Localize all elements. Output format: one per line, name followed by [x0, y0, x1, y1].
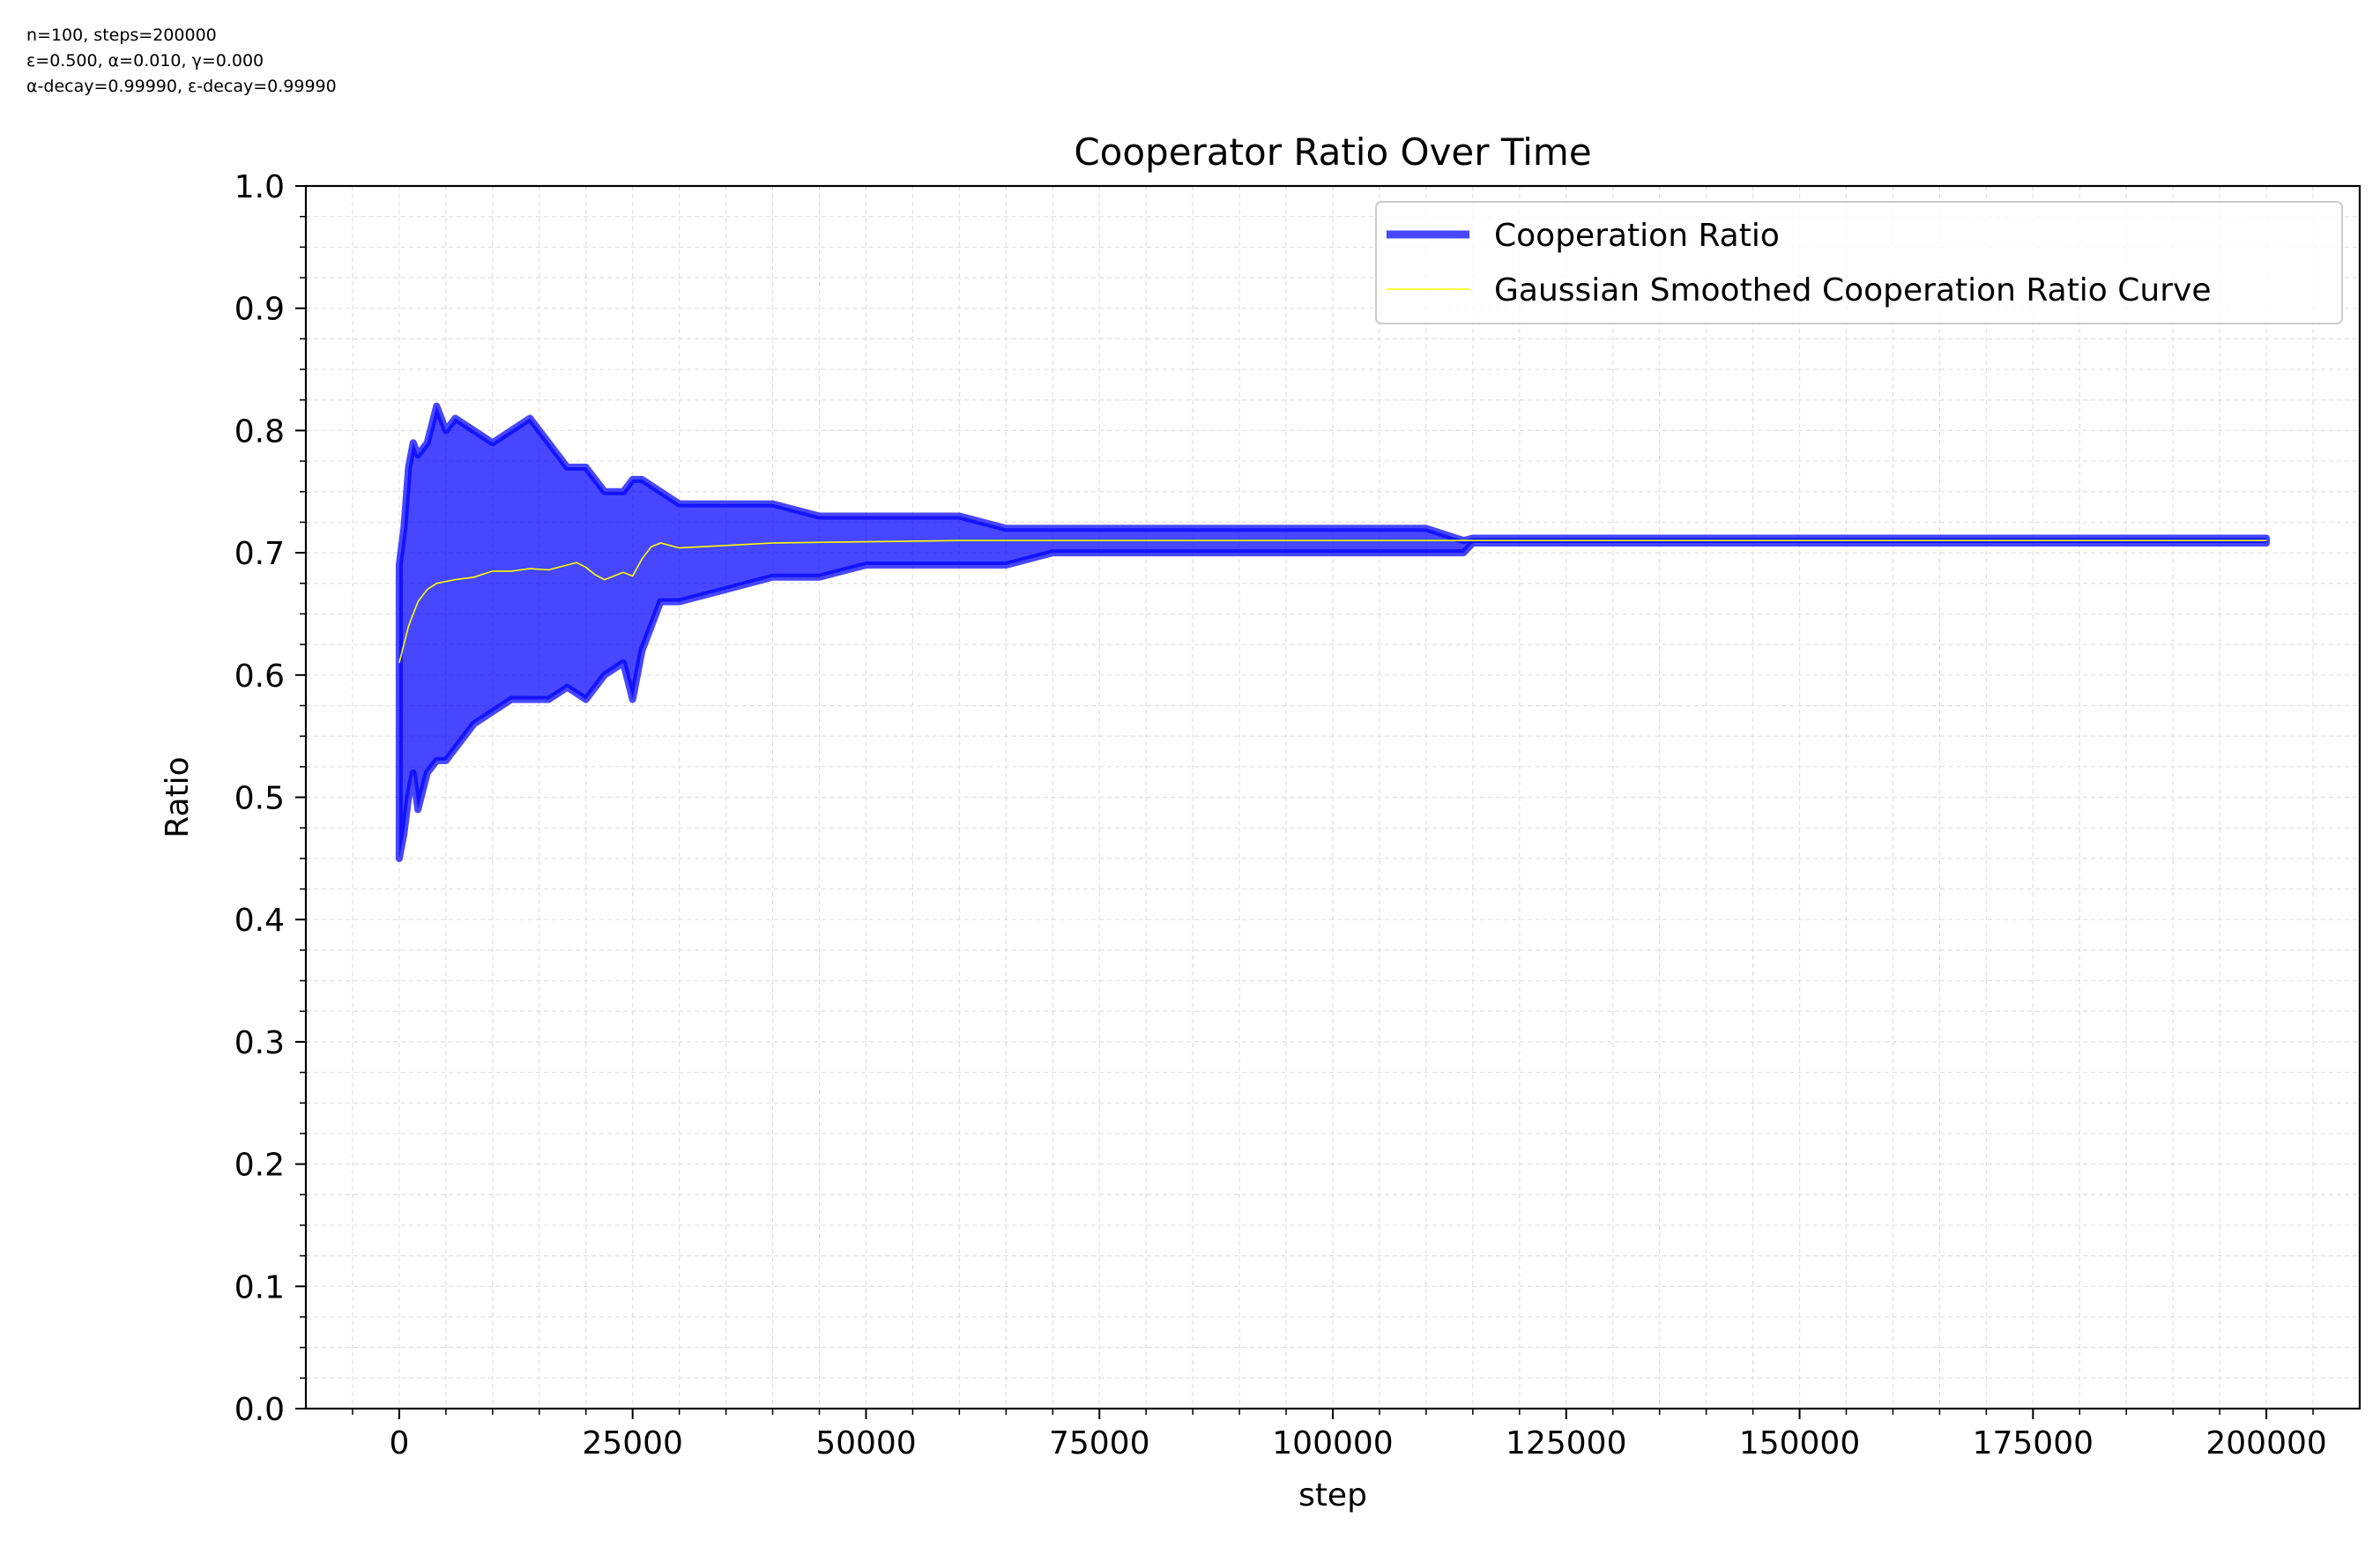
y-tick-label: 0.4: [234, 903, 285, 939]
y-tick-label: 0.9: [234, 292, 285, 328]
info-line-2: ε=0.500, α=0.010, γ=0.000: [26, 51, 264, 71]
info-line-1: n=100, steps=200000: [26, 26, 217, 45]
y-tick-label: 0.5: [234, 781, 285, 817]
legend-box: [1375, 201, 2343, 324]
plot-data: [395, 402, 2271, 862]
x-tick-label: 200000: [2205, 1425, 2326, 1461]
y-tick-label: 0.6: [234, 658, 285, 695]
run-parameters: n=100, steps=200000 ε=0.500, α=0.010, γ=…: [26, 23, 337, 100]
series-gaussian-smoothed: [398, 539, 2267, 664]
y-tick-label: 0.7: [234, 536, 285, 572]
y-axis-label: Ratio: [160, 756, 196, 837]
y-tick-label: 0.8: [234, 413, 285, 450]
axis-ticks: 0 25000 50000 75000 100000 125000 150000 175000…: [234, 169, 2327, 1461]
grid: [306, 186, 2360, 1409]
x-tick-label: 50000: [815, 1425, 917, 1461]
x-axis-label: step: [1298, 1477, 1367, 1514]
y-tick-label: 0.2: [234, 1148, 285, 1184]
x-tick-label: 150000: [1739, 1425, 1860, 1461]
y-tick-label: 0.3: [234, 1025, 285, 1061]
chart-title: Cooperator Ratio Over Time: [1074, 130, 1591, 174]
x-tick-label: 100000: [1272, 1425, 1393, 1461]
x-tick-label: 0: [389, 1425, 409, 1461]
x-tick-label: 125000: [1506, 1425, 1626, 1461]
legend-label-smoothed-curve: Gaussian Smoothed Cooperation Ratio Curv…: [1494, 272, 2211, 309]
x-tick-label: 75000: [1049, 1425, 1150, 1461]
info-line-3: α-decay=0.99990, ε-decay=0.99990: [26, 77, 337, 96]
x-tick-label: 175000: [1973, 1425, 2094, 1461]
y-tick-label: 0.1: [234, 1269, 285, 1305]
legend: Cooperation Ratio Gaussian Smoothed Coop…: [1375, 201, 2343, 324]
x-tick-label: 25000: [582, 1425, 683, 1461]
y-tick-label: 1.0: [234, 169, 285, 205]
series-cooperation-ratio: [395, 402, 2271, 862]
legend-label-cooperation-ratio: Cooperation Ratio: [1494, 218, 1780, 254]
y-tick-label: 0.0: [234, 1392, 285, 1428]
